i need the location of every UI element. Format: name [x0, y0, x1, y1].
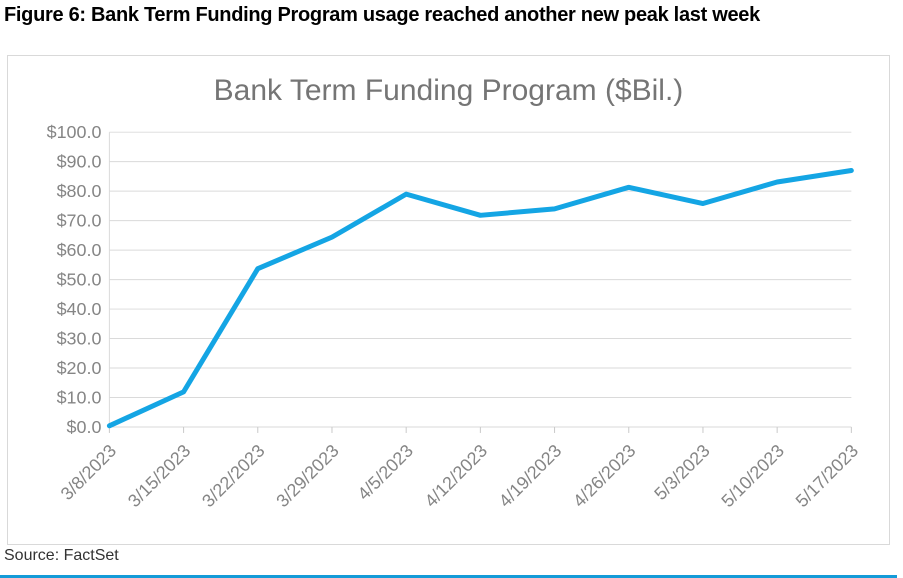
x-axis-tick-label: 3/29/2023: [272, 441, 342, 511]
y-axis-tick-label: $50.0: [57, 270, 102, 290]
y-axis-tick-label: $90.0: [57, 152, 102, 172]
x-axis-tick-label: 3/8/2023: [57, 441, 120, 504]
y-axis-tick-label: $10.0: [57, 387, 102, 407]
x-axis-tick-label: 3/22/2023: [198, 441, 268, 511]
data-series-line: [106, 168, 854, 429]
figure-title: Figure 6: Bank Term Funding Program usag…: [4, 4, 760, 26]
x-axis-tick-label: 4/12/2023: [421, 441, 491, 511]
x-axis-tick-label: 5/3/2023: [650, 441, 713, 504]
y-axis-tick-label: $0.0: [67, 417, 102, 437]
chart-card: $0.0 $10.0 $20.0 $30.0 $40.0 $50.0 $60.0 $70.0 $…: [7, 55, 890, 545]
chart-canvas: $0.0 $10.0 $20.0 $30.0 $40.0 $50.0 $60.0 $70.0 $…: [47, 122, 863, 511]
x-axis-tick-label: 4/19/2023: [495, 441, 565, 511]
y-axis-tick-label: $100.0: [47, 122, 102, 142]
y-axis-tick-label: $20.0: [57, 358, 102, 378]
source-text: Source: FactSet: [4, 547, 119, 564]
y-axis-tick-label: $70.0: [57, 211, 102, 231]
x-axis-tick-label: 4/26/2023: [569, 441, 639, 511]
y-axis-tick-label: $40.0: [57, 299, 102, 319]
x-axis-tick-label: 5/10/2023: [717, 441, 787, 511]
y-axis-tick-label: $80.0: [57, 181, 102, 201]
bottom-accent-rule: [0, 575, 897, 578]
x-axis-tick-label: 4/5/2023: [354, 441, 417, 504]
chart-title: Bank Term Funding Program ($Bil.): [213, 74, 684, 107]
y-axis-tick-label: $30.0: [57, 329, 102, 349]
x-axis-tick-label: 3/15/2023: [124, 441, 194, 511]
y-axis-tick-label: $60.0: [57, 240, 102, 260]
x-axis-tick-label: 5/17/2023: [792, 441, 862, 511]
